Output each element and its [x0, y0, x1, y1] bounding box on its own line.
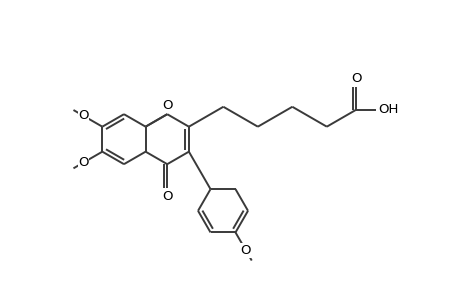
Text: O: O	[350, 72, 361, 85]
Text: O: O	[78, 110, 89, 122]
Text: O: O	[162, 99, 172, 112]
Text: OH: OH	[377, 103, 397, 116]
Text: O: O	[162, 190, 172, 203]
Text: O: O	[240, 244, 251, 257]
Text: O: O	[78, 156, 89, 169]
